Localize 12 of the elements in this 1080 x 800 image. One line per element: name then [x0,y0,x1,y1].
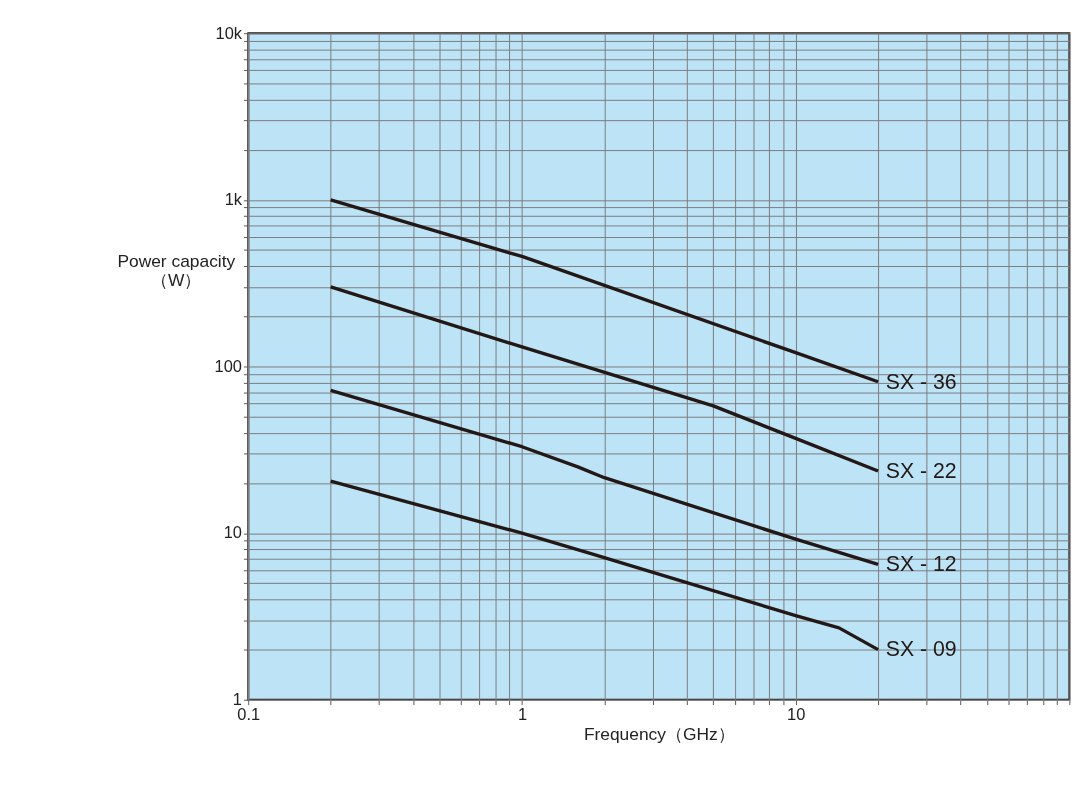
y-tick-label: 100 [214,356,242,375]
x-tick-label: 10 [787,704,806,723]
series-label: SX - 36 [885,369,957,394]
series-label: SX - 12 [885,552,957,577]
y-tick-label: 10 [223,523,242,542]
x-tick-label: 1 [517,704,528,723]
y-axis-title: Power capacity （W） [117,250,236,290]
y-tick-label: 1k [224,190,243,209]
y-tick-label: 10k [215,23,243,42]
x-axis-title: Frequency（GHz） [583,723,735,744]
series-label: SX - 09 [885,637,957,662]
series-label: SX - 22 [885,458,957,483]
